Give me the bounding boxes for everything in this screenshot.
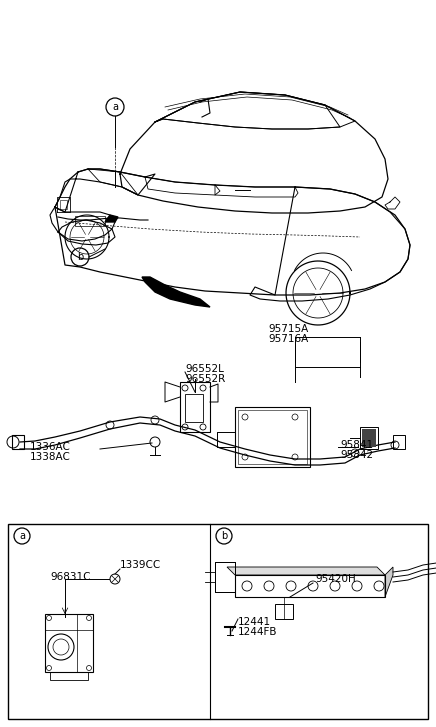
Polygon shape <box>105 215 118 222</box>
Bar <box>50 672 88 680</box>
Text: a: a <box>112 102 118 112</box>
Bar <box>360 427 378 449</box>
Bar <box>185 394 203 422</box>
Bar <box>75 216 105 226</box>
Polygon shape <box>385 567 393 597</box>
Polygon shape <box>142 277 210 307</box>
Text: 12441: 12441 <box>238 617 271 627</box>
Text: 96552L: 96552L <box>185 364 224 374</box>
Bar <box>235 575 385 597</box>
Bar <box>275 604 293 619</box>
Text: a: a <box>19 531 25 541</box>
Polygon shape <box>227 567 385 575</box>
Bar <box>45 614 93 672</box>
Text: 1339CC: 1339CC <box>120 560 161 570</box>
Bar <box>8 524 428 719</box>
Bar <box>215 562 235 592</box>
Text: b: b <box>77 252 83 262</box>
Bar <box>235 407 310 467</box>
Bar <box>180 382 210 432</box>
Text: 95716A: 95716A <box>268 334 308 344</box>
Text: b: b <box>221 531 227 541</box>
Text: 95715A: 95715A <box>268 324 308 334</box>
Bar <box>238 410 307 464</box>
Text: 96552R: 96552R <box>185 374 225 384</box>
Text: 1244FB: 1244FB <box>238 627 277 637</box>
Bar <box>217 432 235 447</box>
Text: 1338AC: 1338AC <box>30 452 71 462</box>
Text: 95841: 95841 <box>340 440 373 450</box>
Text: 96831C: 96831C <box>50 572 91 582</box>
Bar <box>215 562 235 592</box>
Bar <box>393 435 405 449</box>
Bar <box>362 429 376 447</box>
Text: 95842: 95842 <box>340 450 373 460</box>
Text: 1336AC: 1336AC <box>30 442 71 452</box>
Text: 95420H: 95420H <box>315 574 356 584</box>
Bar <box>12 435 24 449</box>
